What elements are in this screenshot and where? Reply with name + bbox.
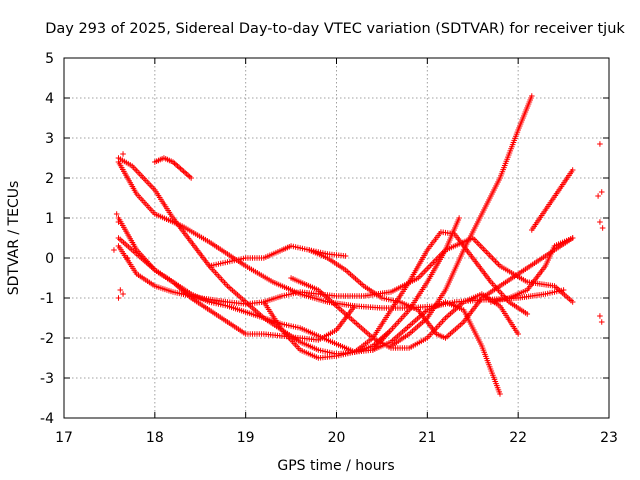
y-tick-label: -1 [40, 291, 54, 307]
x-tick-label: 21 [418, 430, 436, 446]
data-point [597, 219, 603, 225]
series-track-8 [288, 275, 521, 351]
y-tick-labels: -4 -3 -2 -1 0 1 2 3 4 5 [40, 51, 54, 427]
data-point [188, 175, 194, 181]
series-track-6 [152, 155, 194, 181]
data-point [528, 93, 535, 99]
data-point [595, 193, 601, 199]
x-tick-label: 23 [600, 430, 618, 446]
data-point [599, 225, 606, 231]
chart-title: Day 293 of 2025, Sidereal Day-to-day VTE… [45, 21, 625, 37]
series-isolated-end [595, 141, 606, 325]
y-tick-label: -4 [40, 411, 54, 427]
y-tick-label: 2 [45, 171, 54, 187]
series-track-9 [306, 235, 576, 341]
series-cluster-start [111, 151, 131, 301]
data-point [124, 255, 131, 261]
data-point [598, 189, 605, 195]
data-point [598, 319, 605, 325]
data-point [351, 303, 358, 309]
y-tick-label: 3 [45, 131, 54, 147]
data-point [524, 311, 531, 317]
data-point [456, 215, 462, 221]
y-tick-label: -2 [40, 331, 54, 347]
series-track-14 [488, 235, 576, 305]
y-tick-label: 4 [45, 91, 54, 107]
x-tick-labels: 17 18 19 20 21 22 23 [55, 430, 618, 446]
data-point [120, 291, 126, 297]
data-point [515, 331, 521, 337]
y-tick-label: 1 [45, 211, 54, 227]
data-point [120, 151, 126, 157]
data-point [597, 141, 603, 147]
x-tick-label: 17 [55, 430, 73, 446]
data-point [497, 391, 503, 397]
data-point [569, 235, 576, 241]
data-point [115, 295, 122, 301]
series-track-7 [206, 243, 349, 269]
series-track-12 [370, 215, 462, 353]
y-tick-label: 5 [45, 51, 54, 67]
plot-frame [63, 57, 610, 419]
data-point [597, 313, 603, 319]
x-tick-label: 22 [509, 430, 527, 446]
y-tick-label: -3 [40, 371, 54, 387]
y-axis-label: SDTVAR / TECUs [6, 181, 22, 296]
data-points [111, 93, 606, 397]
series-track-4 [115, 215, 503, 397]
data-point [111, 247, 117, 253]
series-track-11 [388, 93, 535, 349]
series-track-13 [528, 167, 576, 233]
x-axis-label: GPS time / hours [277, 458, 394, 474]
y-tick-label: 0 [45, 251, 54, 267]
data-point [569, 167, 576, 173]
data-point [342, 253, 349, 259]
data-point [569, 299, 576, 305]
x-tick-label: 20 [328, 430, 346, 446]
series-track-5 [115, 235, 358, 343]
data-point [113, 211, 120, 217]
x-tick-label: 18 [146, 430, 164, 446]
data-point [115, 219, 122, 225]
data-point [117, 287, 124, 293]
x-tick-label: 19 [237, 430, 255, 446]
